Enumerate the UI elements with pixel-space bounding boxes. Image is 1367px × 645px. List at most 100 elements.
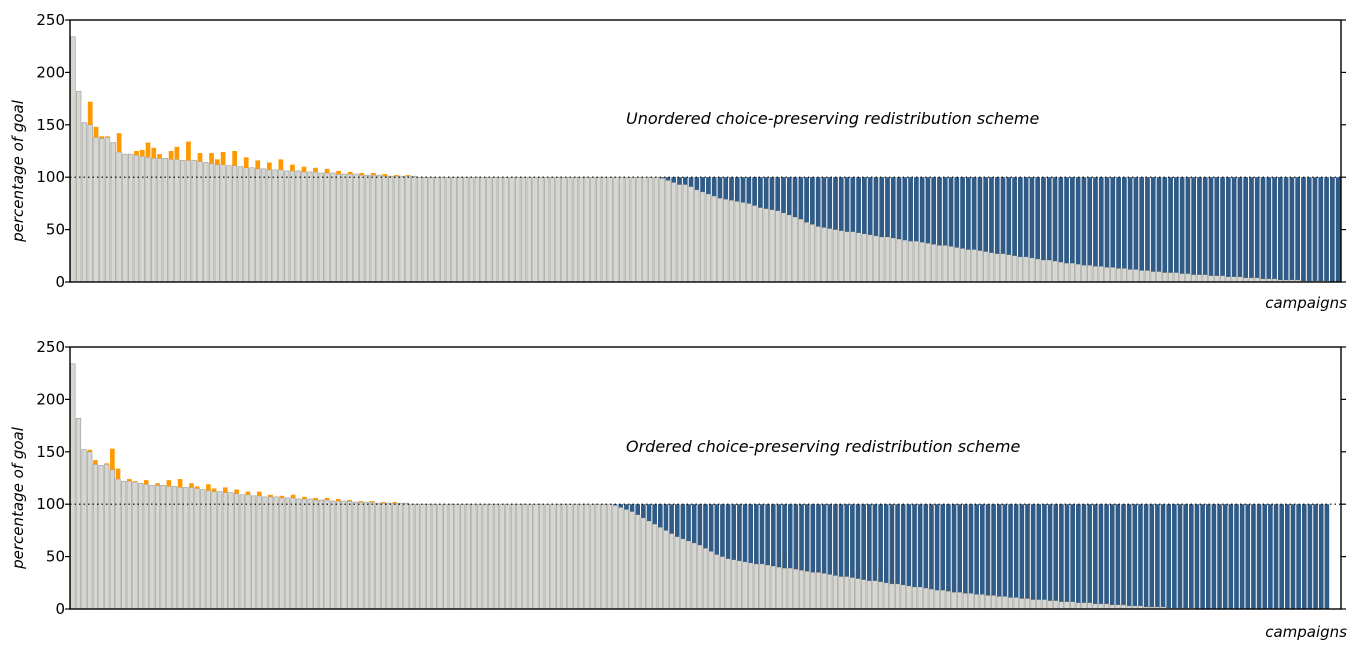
top-bar-added-segment	[948, 177, 954, 247]
top-bar-base	[283, 170, 290, 283]
top-bar-added-segment	[983, 177, 989, 252]
top-bar-removed-segment	[145, 142, 151, 158]
top-bar-base	[411, 175, 417, 283]
bottom-bar-added-segment	[1324, 504, 1330, 609]
top-bar-added-segment	[977, 177, 983, 251]
bottom-bar-added-segment	[1047, 504, 1053, 601]
top-bar-base	[959, 248, 966, 283]
bottom-bar-base	[493, 503, 500, 610]
bottom-bar-added-segment	[720, 504, 725, 557]
top-bar-added-segment	[763, 177, 769, 209]
bottom-bar-added-segment	[1177, 504, 1183, 608]
top-bar-added-segment	[890, 177, 896, 238]
top-x-axis-label: campaigns	[1265, 294, 1347, 312]
top-bar-added-segment	[1075, 177, 1081, 265]
bottom-bar-base	[188, 487, 195, 610]
bottom-bar-added-segment	[991, 504, 996, 596]
bottom-bar-base	[431, 503, 437, 610]
top-bar-base	[786, 214, 792, 283]
top-bar-base	[364, 174, 371, 283]
bottom-bar-base	[92, 464, 99, 610]
bottom-bar-added-segment	[850, 504, 855, 578]
top-bar-added-segment	[1289, 177, 1295, 280]
bottom-bar-added-segment	[680, 504, 686, 539]
bottom-bar-added-segment	[1318, 504, 1324, 609]
top-bar-added-segment	[1052, 177, 1058, 262]
top-bar-added-segment	[1069, 177, 1075, 264]
top-bar-base	[278, 169, 284, 283]
top-bar-added-segment	[1023, 177, 1029, 257]
bottom-bar-added-segment	[912, 504, 917, 587]
bottom-bar-added-segment	[1307, 504, 1313, 609]
bottom-bar-base	[889, 583, 895, 610]
top-bar-added-segment	[1162, 177, 1168, 273]
bottom-bar-added-segment	[1149, 504, 1155, 607]
bottom-bar-base	[222, 492, 228, 610]
top-bar-added-segment	[769, 177, 775, 210]
top-bar-base	[838, 230, 844, 283]
bottom-bar-added-segment	[1268, 504, 1273, 609]
bottom-bar-base	[714, 554, 720, 610]
top-bar-added-segment	[1000, 177, 1006, 254]
bottom-bar-base	[183, 487, 189, 610]
bottom-bar-added-segment	[770, 504, 776, 567]
bottom-bar-base	[844, 576, 850, 610]
bottom-bar-base	[923, 587, 929, 610]
top-bar-added-segment	[994, 177, 1000, 254]
top-bar-added-segment	[1168, 177, 1173, 273]
top-bar-base	[220, 164, 226, 283]
top-bar-base	[902, 239, 908, 283]
bottom-bar-base	[539, 503, 545, 610]
top-bar-added-segment	[688, 177, 694, 187]
top-bar-added-segment	[1277, 177, 1283, 280]
bottom-bar-base	[369, 501, 375, 610]
bottom-bar-added-segment	[996, 504, 1002, 597]
top-bar-added-segment	[1064, 177, 1069, 264]
bottom-bar-base	[872, 580, 878, 610]
bottom-bar-base	[347, 500, 353, 610]
bottom-bar-added-segment	[624, 504, 629, 510]
bottom-bar-base	[567, 503, 573, 610]
bottom-bar-base	[572, 503, 579, 610]
top-bar-base	[699, 191, 706, 283]
bottom-bar-base	[657, 526, 663, 610]
bottom-bar-added-segment	[669, 504, 674, 534]
top-bar-removed-segment	[209, 153, 214, 164]
bottom-bar-added-segment	[1104, 504, 1109, 604]
top-bar-added-segment	[1312, 177, 1318, 281]
top-bar-added-segment	[665, 177, 671, 181]
top-bar-base	[399, 175, 405, 283]
top-bar-added-segment	[838, 177, 844, 231]
top-bar-base	[1058, 261, 1064, 283]
top-bar-base	[133, 154, 140, 283]
bottom-bar-added-segment	[1245, 504, 1251, 609]
bottom-bar-added-segment	[844, 504, 850, 577]
top-bar-base	[711, 195, 717, 283]
bottom-bars	[70, 363, 1330, 610]
bottom-bar-base	[708, 551, 714, 610]
bottom-bar-base	[979, 594, 985, 610]
top-bar-base	[590, 176, 596, 283]
top-bar-base	[341, 173, 348, 283]
top-bar-added-segment	[902, 177, 908, 241]
bottom-bar-added-segment	[889, 504, 895, 584]
top-bar-base	[1075, 263, 1081, 283]
top-bar-base	[723, 198, 729, 283]
top-bar-added-segment	[925, 177, 931, 244]
bottom-bar-added-segment	[838, 504, 844, 577]
bottom-bar-added-segment	[1285, 504, 1290, 609]
top-bar-removed-segment	[394, 175, 399, 177]
top-bar-added-segment	[1006, 177, 1012, 255]
bottom-bar-added-segment	[867, 504, 872, 581]
top-bar-added-segment	[879, 177, 885, 237]
top-bar-base	[619, 176, 625, 283]
bottom-bar-added-segment	[782, 504, 787, 569]
bottom-bar-base	[386, 502, 392, 610]
top-bar-added-segment	[1156, 177, 1162, 272]
top-bar-added-segment	[786, 177, 792, 215]
bottom-bar-base	[437, 503, 443, 610]
bottom-bar-removed-segment	[206, 484, 211, 491]
top-bar-removed-segment	[116, 133, 122, 153]
top-bar-base	[370, 174, 376, 283]
